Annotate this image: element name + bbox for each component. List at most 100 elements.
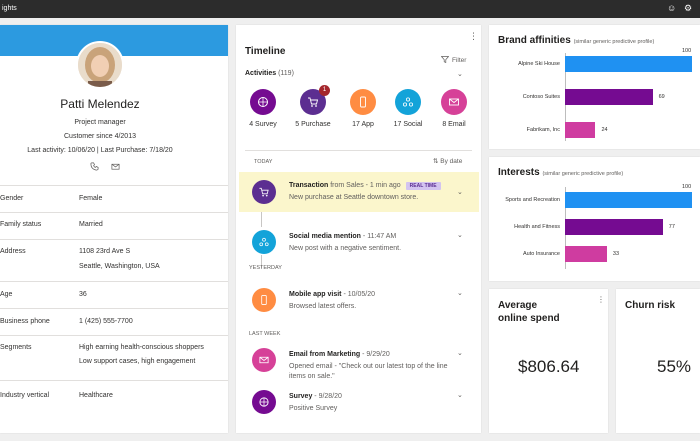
field-row-address: Address 1108 23rd Ave S Seattle, Washing… <box>0 239 228 281</box>
category-app[interactable]: 17 App <box>338 89 388 128</box>
date-group-today: TODAY <box>254 159 273 165</box>
event-subtitle: New post with a negative sentiment. <box>289 245 402 252</box>
category-label: 17 Social <box>393 121 423 128</box>
email-icon <box>252 348 276 372</box>
gear-icon[interactable]: ⚙ <box>684 3 693 13</box>
interests-card: Interests (similar generic predictive pr… <box>489 157 700 281</box>
sort-button[interactable]: ⇅ By date <box>433 157 462 165</box>
category-email[interactable]: 8 Email <box>429 89 479 128</box>
bar-value-label: 77 <box>668 224 675 230</box>
chevron-down-icon[interactable]: ⌄ <box>457 232 463 239</box>
field-label: Business phone <box>0 318 50 325</box>
chevron-down-icon[interactable]: ⌄ <box>457 189 463 196</box>
field-value: 36 <box>79 291 87 298</box>
field-value: High earning health-conscious shoppers <box>79 344 204 351</box>
churn-risk-value: 55% <box>657 357 692 376</box>
chevron-down-icon[interactable]: ⌄ <box>457 71 463 78</box>
bar-value-label: 100 <box>682 184 692 190</box>
interests-title: Interests <box>498 167 540 178</box>
bar-label: Alpine Ski House <box>518 60 560 67</box>
field-value-line2: Seattle, Washington, USA <box>79 263 160 270</box>
field-label: Address <box>0 248 26 255</box>
real-time-badge: REAL TIME <box>405 182 441 190</box>
filter-icon <box>440 56 450 64</box>
bar[interactable] <box>565 246 607 262</box>
chevron-down-icon[interactable]: ⌄ <box>457 392 463 399</box>
app-header: ights ☺ ⚙ <box>0 0 700 18</box>
more-icon[interactable]: ⋮ <box>597 295 605 304</box>
timeline-line <box>261 255 262 268</box>
bar[interactable] <box>565 56 692 72</box>
last-activity: Last activity: 10/06/20 | Last Purchase:… <box>27 147 173 154</box>
chevron-down-icon[interactable]: ⌄ <box>457 290 463 297</box>
more-icon[interactable]: ⋮ <box>469 31 478 41</box>
bar-label: Contoso Suites <box>522 93 560 100</box>
purchase-badge: 1 <box>319 85 330 96</box>
bar-value-label: 24 <box>601 127 608 133</box>
field-label: Family status <box>0 221 42 228</box>
interests-title-row: Interests (similar generic predictive pr… <box>498 167 623 178</box>
smiley-icon[interactable]: ☺ <box>667 3 677 13</box>
sort-icon: ⇅ <box>433 158 439 165</box>
bar[interactable] <box>565 89 653 105</box>
chevron-down-icon[interactable]: ⌄ <box>457 350 463 357</box>
bar[interactable] <box>565 219 663 235</box>
activities-header[interactable]: Activities (119) <box>245 70 294 77</box>
customer-role: Project manager <box>74 119 126 126</box>
bar[interactable] <box>565 192 692 208</box>
category-survey[interactable]: 4 Survey <box>238 89 288 128</box>
field-row-gender: Gender Female <box>0 185 228 212</box>
timeline-event-transaction[interactable]: Transaction from Sales - 1 min ago REAL T… <box>239 172 479 212</box>
timeline-event-app-visit[interactable]: Mobile app visit - 10/05/20 Browsed late… <box>239 285 479 319</box>
avatar <box>76 41 124 89</box>
bar-value-label: 33 <box>612 251 620 257</box>
field-value: 1108 23rd Ave S <box>79 248 131 255</box>
event-title: Transaction from Sales - 1 min ago REAL T… <box>289 182 441 190</box>
mail-icon[interactable] <box>111 162 120 173</box>
social-icon <box>395 89 421 115</box>
email-icon <box>441 89 467 115</box>
timeline-title: Timeline <box>245 46 286 57</box>
average-spend-card: Average online spend ⋮ $806.64 <box>489 289 608 433</box>
field-value-line2: Low support cases, high engagement <box>79 358 196 365</box>
phone-icon[interactable] <box>90 162 99 173</box>
bar[interactable] <box>565 122 596 138</box>
timeline-event-social[interactable]: Social media mention - 11:47 AM New post… <box>239 227 479 259</box>
category-label: 4 Survey <box>249 121 277 128</box>
field-row-segments: Segments High earning health-conscious s… <box>0 335 228 380</box>
divider <box>245 150 472 151</box>
field-value: Healthcare <box>79 392 113 399</box>
filter-button[interactable]: Filter <box>440 56 467 64</box>
date-group-yesterday: YESTERDAY <box>249 265 282 271</box>
field-label: Segments <box>0 344 32 351</box>
category-label: 5 Purchase <box>295 121 331 128</box>
category-social[interactable]: 17 Social <box>383 89 433 128</box>
event-title: Survey - 9/28/20 <box>289 393 342 400</box>
metric-title: Average online spend <box>498 300 560 324</box>
field-label: Gender <box>0 195 24 202</box>
churn-risk-title: Churn risk <box>625 300 676 311</box>
phone-app-icon <box>350 89 376 115</box>
event-subtitle: Opened email - "Check out our latest top… <box>289 363 448 380</box>
brand-title-row: Brand affinities (similar generic predic… <box>498 35 654 46</box>
timeline-event-survey[interactable]: Survey - 9/28/20 Positive Survey ⌄ <box>239 387 479 421</box>
category-purchase[interactable]: 1 5 Purchase <box>288 85 338 128</box>
timeline-card: Timeline ⋮ Filter Activities (119) ⌄ 4 S… <box>236 25 481 433</box>
event-title: Social media mention - 11:47 AM <box>289 233 397 240</box>
field-row-age: Age 36 <box>0 281 228 308</box>
bar-label: Auto Insurance <box>523 250 560 257</box>
filter-label: Filter <box>452 57 467 64</box>
bar-value-label: 100 <box>682 48 692 54</box>
field-row-industry-vertical: Industry vertical Healthcare <box>0 380 228 433</box>
brand-affinities-card: Brand affinities (similar generic predic… <box>489 25 700 149</box>
customer-since: Customer since 4/2013 <box>64 133 136 140</box>
app-title: ights <box>2 5 17 12</box>
average-spend-value: $806.64 <box>518 357 580 376</box>
field-label: Industry vertical <box>0 392 50 399</box>
bar-label: Health and Fitness <box>514 223 560 230</box>
timeline-event-email[interactable]: Email from Marketing - 9/29/20 Opened em… <box>239 345 479 387</box>
sort-label: By date <box>440 158 463 165</box>
timeline-line <box>261 205 262 227</box>
field-row-business-phone: Business phone 1 (425) 555-7700 <box>0 308 228 335</box>
category-label: 8 Email <box>442 121 466 128</box>
